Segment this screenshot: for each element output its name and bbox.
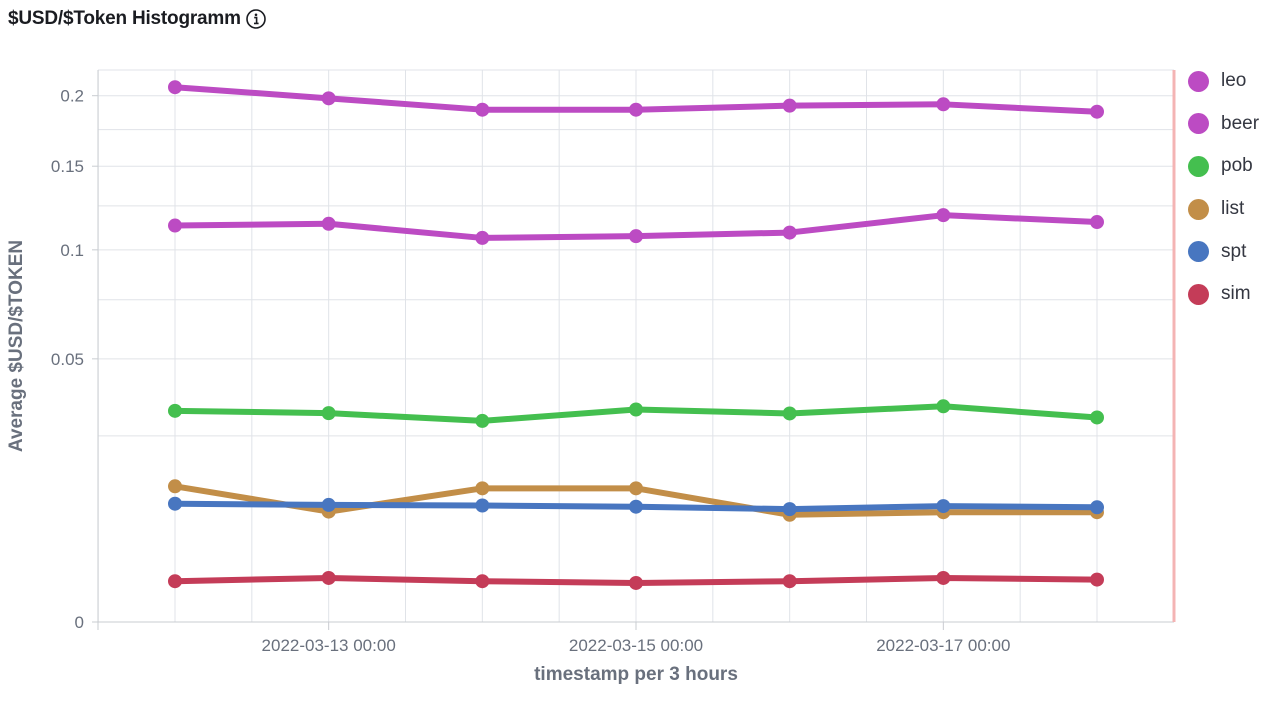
legend-item-sim[interactable]: sim [1188,273,1259,316]
data-point-spt[interactable] [782,502,797,517]
data-point-pob[interactable] [321,406,336,421]
series-leo [168,80,1104,119]
chart-legend: leo beer pob list spt sim [1188,60,1259,316]
data-point-sim[interactable] [629,575,643,590]
legend-label: leo [1221,70,1247,92]
data-point-leo[interactable] [629,102,643,117]
chart-title-bar: $USD/$Token Histogramm [8,6,267,32]
data-point-list[interactable] [475,481,490,496]
data-point-sim[interactable] [475,574,490,589]
legend-label: list [1221,198,1245,220]
data-point-leo[interactable] [1090,104,1104,119]
data-point-sim[interactable] [168,574,182,589]
data-point-leo[interactable] [782,98,797,113]
data-point-pob[interactable] [1090,410,1104,425]
data-point-leo[interactable] [321,91,336,106]
data-point-beer[interactable] [936,208,951,223]
legend-color-dot [1188,283,1209,305]
data-point-sim[interactable] [1090,572,1104,587]
legend-color-dot [1188,155,1209,177]
data-point-sim[interactable] [321,570,336,585]
legend-item-pob[interactable]: pob [1188,145,1259,188]
data-point-spt[interactable] [936,499,951,514]
info-icon[interactable] [245,8,267,30]
data-point-spt[interactable] [1090,500,1104,515]
data-point-leo[interactable] [475,102,490,117]
data-point-spt[interactable] [475,498,490,513]
series-lines [168,80,1104,590]
data-point-pob[interactable] [782,406,797,421]
legend-item-leo[interactable]: leo [1188,60,1259,103]
data-point-list[interactable] [629,481,643,496]
data-point-list[interactable] [168,479,182,494]
series-spt [168,496,1104,517]
legend-item-beer[interactable]: beer [1188,103,1259,146]
legend-label: pob [1221,155,1253,177]
data-point-beer[interactable] [168,218,182,233]
legend-item-spt[interactable]: spt [1188,230,1259,273]
legend-label: spt [1221,240,1247,262]
data-point-sim[interactable] [936,570,951,585]
x-axis-ticks: 2022-03-13 00:00 2022-03-15 00:00 2022-03-… [262,622,1010,655]
data-point-beer[interactable] [475,230,490,245]
x-axis-label: timestamp per 3 hours [534,664,738,685]
data-point-spt[interactable] [321,497,336,512]
x-tick-label: 2022-03-17 00:00 [876,636,1010,655]
grid-lines [97,69,1175,622]
data-point-leo[interactable] [168,80,182,95]
data-point-pob[interactable] [475,413,490,428]
x-tick-label: 2022-03-15 00:00 [569,636,703,655]
data-point-beer[interactable] [321,216,336,231]
data-point-pob[interactable] [936,399,951,414]
data-point-beer[interactable] [782,225,797,240]
data-point-pob[interactable] [168,403,182,418]
y-tick-label: 0.15 [51,157,84,176]
legend-color-dot [1188,241,1209,263]
legend-item-list[interactable]: list [1188,188,1259,231]
legend-label: beer [1221,112,1260,134]
data-point-leo[interactable] [936,97,951,112]
series-pob [168,399,1104,428]
legend-color-dot [1188,113,1209,135]
series-sim [168,570,1104,590]
y-tick-label: 0.1 [60,241,84,260]
y-tick-label: 0.05 [51,350,84,369]
data-point-spt[interactable] [168,496,182,511]
data-point-spt[interactable] [629,499,643,514]
data-point-beer[interactable] [629,229,643,244]
chart-title: $USD/$Token Histogramm [8,8,241,29]
y-axis-label: Average $USD/$TOKEN [6,240,27,452]
data-point-beer[interactable] [1090,215,1104,230]
y-axis-ticks: 0 0.05 0.1 0.15 0.2 [51,87,98,632]
data-point-pob[interactable] [629,402,643,417]
y-tick-label: 0.2 [60,87,84,106]
legend-color-dot [1188,70,1209,92]
series-beer [168,208,1104,245]
y-tick-label: 0 [75,613,84,632]
legend-color-dot [1188,198,1209,220]
x-tick-label: 2022-03-13 00:00 [262,636,396,655]
legend-label: sim [1221,283,1251,305]
data-point-sim[interactable] [782,574,797,589]
